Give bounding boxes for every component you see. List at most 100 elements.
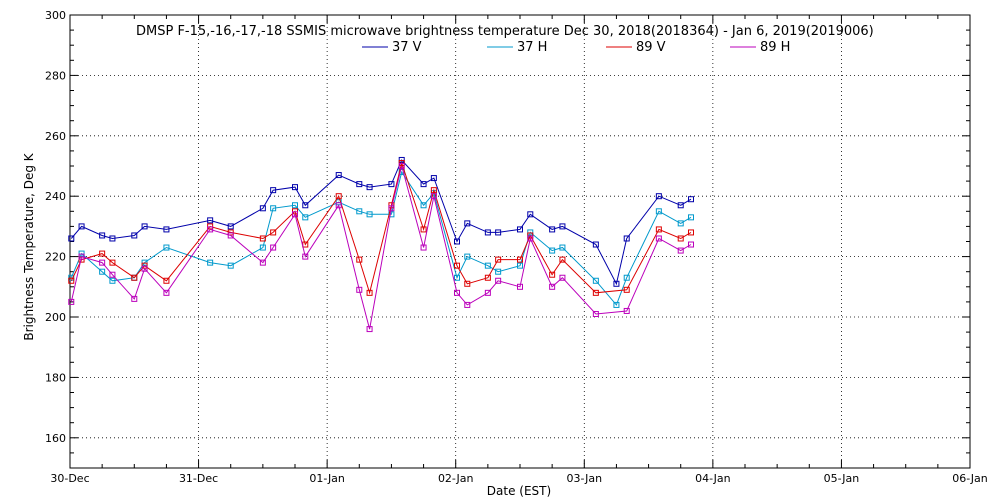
x-tick-label: 31-Dec (179, 472, 218, 485)
data-point-89-v (366, 289, 373, 296)
data-point-89-v (109, 259, 116, 266)
data-point-37-h (688, 214, 694, 221)
data-point-89-h (292, 211, 298, 218)
data-point-89-v (549, 271, 556, 278)
data-point-37-v (592, 241, 599, 248)
series-37-v (68, 156, 694, 287)
y-tick-label: 180 (45, 371, 66, 384)
data-point-89-v (623, 286, 630, 293)
data-point-89-v (484, 274, 491, 281)
data-point-89-v (495, 256, 502, 263)
legend-label-89-h: 89 H (760, 40, 790, 55)
data-point-89-h (592, 310, 599, 317)
data-point-37-h (623, 274, 630, 281)
data-point-89-h (517, 283, 523, 290)
data-point-37-h (302, 214, 309, 221)
data-point-89-h (527, 235, 534, 242)
data-point-37-h (517, 262, 523, 269)
data-point-37-h (270, 205, 277, 212)
data-point-37-v (549, 226, 556, 233)
series-line-37-h (70, 170, 692, 306)
data-point-89-h (677, 247, 684, 254)
data-point-89-h (430, 193, 437, 200)
data-point-37-v (141, 223, 148, 230)
data-point-37-h (163, 244, 170, 251)
y-axis-title: Brightness Temperature, Deg K (22, 152, 36, 340)
data-point-37-v (227, 223, 234, 230)
x-tick-label: 01-Jan (309, 472, 345, 485)
data-point-37-v (163, 226, 170, 233)
chart-title: DMSP F-15,-16,-17,-18 SSMIS microwave br… (136, 24, 874, 39)
data-point-89-v (592, 289, 599, 296)
data-point-37-h (356, 208, 363, 215)
data-point-37-h (592, 277, 599, 284)
data-point-37-h (292, 202, 298, 209)
legend: 37 V 37 H 89 V 89 H (362, 40, 790, 55)
data-point-89-v (420, 226, 427, 233)
data-point-89-v (131, 274, 138, 281)
data-point-89-v (464, 280, 471, 287)
data-point-89-h (549, 283, 556, 290)
y-tick-label: 280 (45, 69, 66, 82)
data-point-37-h (677, 220, 684, 227)
data-point-89-v (430, 187, 437, 194)
data-point-37-v (388, 181, 395, 188)
data-point-37-v (559, 223, 566, 230)
x-tick-label: 06-Jan (952, 472, 988, 485)
data-point-37-v (613, 280, 620, 287)
y-tick-label: 160 (45, 432, 66, 445)
data-point-89-v (259, 235, 266, 242)
data-point-37-v (527, 211, 534, 218)
data-point-37-h (366, 211, 373, 218)
data-point-89-v (559, 256, 566, 263)
data-point-89-h (420, 244, 427, 251)
data-point-37-v (366, 184, 373, 191)
data-point-89-h (109, 271, 116, 278)
data-point-37-h (613, 301, 620, 308)
legend-label-37-v: 37 V (392, 40, 422, 55)
data-point-37-h (259, 244, 266, 251)
series-line-89-h (70, 165, 692, 330)
data-point-37-h (655, 208, 662, 215)
data-point-89-v (454, 262, 460, 269)
data-point-89-h (464, 301, 471, 308)
data-point-89-h (356, 286, 363, 293)
data-point-89-h (484, 289, 491, 296)
data-point-89-v (398, 159, 405, 166)
y-tick-label: 240 (45, 190, 66, 203)
data-point-37-h (99, 268, 106, 275)
data-point-89-v (655, 226, 662, 233)
data-point-89-v (356, 256, 363, 263)
x-axis-title: Date (EST) (487, 484, 551, 498)
y-tick-label: 200 (45, 311, 66, 324)
data-point-89-v (99, 250, 106, 257)
data-point-89-v (688, 229, 694, 236)
data-point-37-v (259, 205, 266, 212)
data-point-89-h (270, 244, 277, 251)
data-point-89-h (163, 289, 170, 296)
data-series (68, 156, 694, 333)
data-point-89-h (302, 253, 309, 260)
data-point-89-h (398, 163, 405, 169)
data-point-89-h (688, 241, 694, 248)
y-tick-label: 300 (45, 9, 66, 22)
data-point-37-v (484, 229, 491, 236)
data-point-37-v (131, 232, 138, 239)
data-point-37-h (420, 202, 427, 209)
data-point-89-v (517, 256, 523, 263)
legend-label-89-v: 89 V (636, 40, 666, 55)
data-point-89-h (388, 205, 395, 212)
data-point-89-v (270, 229, 277, 236)
data-point-89-v (163, 277, 170, 284)
data-point-37-v (688, 196, 694, 203)
data-point-89-h (131, 295, 138, 302)
x-tick-label: 04-Jan (695, 472, 731, 485)
series-89-h (68, 163, 694, 333)
data-point-89-h (227, 232, 234, 239)
data-point-37-v (207, 217, 214, 224)
data-point-89-h (78, 253, 85, 260)
x-tick-label: 30-Dec (50, 472, 89, 485)
data-point-37-h (454, 274, 460, 281)
x-tick-label: 03-Jan (567, 472, 603, 485)
